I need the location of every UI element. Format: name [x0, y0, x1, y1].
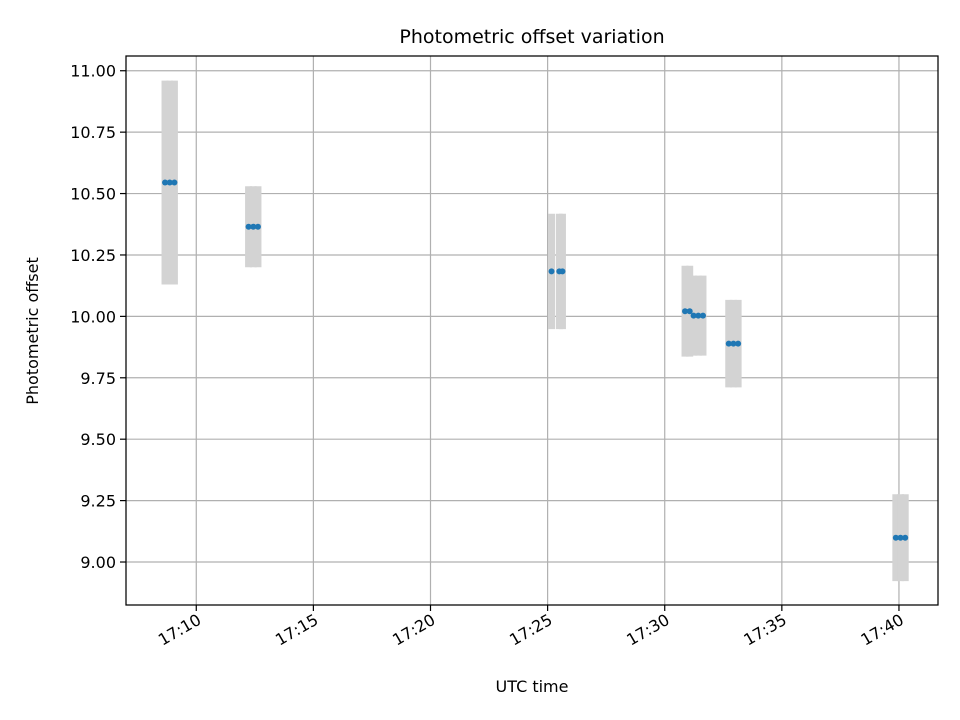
- plot-frame: [125, 55, 939, 606]
- y-tick-label: 9.25: [80, 492, 116, 511]
- data-point: [730, 340, 737, 347]
- data-point: [735, 340, 742, 347]
- data-point: [166, 179, 173, 186]
- data-point: [250, 223, 257, 230]
- data-point: [902, 534, 909, 541]
- axis-ticks: [120, 70, 900, 611]
- data-point: [686, 308, 693, 315]
- grid: [126, 56, 938, 605]
- y-axis-label: Photometric offset: [23, 257, 42, 405]
- y-tick-label: 9.00: [80, 553, 116, 572]
- x-axis-label: UTC time: [496, 677, 569, 696]
- y-tick-label: 10.50: [70, 185, 116, 204]
- data-point: [892, 534, 899, 541]
- data-point: [162, 179, 169, 186]
- data-point: [245, 223, 252, 230]
- y-tick-labels: 9.00 9.25 9.50 9.75 10.00 10.25 10.50 10.75 11.0…: [70, 62, 116, 572]
- plot-area: [126, 56, 938, 605]
- data-point: [695, 312, 702, 319]
- y-tick-label: 10.00: [70, 307, 116, 326]
- data-point: [897, 534, 904, 541]
- y-tick-label: 10.75: [70, 123, 116, 142]
- data-point: [559, 268, 566, 275]
- y-tick-label: 9.75: [80, 369, 116, 388]
- data-point: [171, 179, 178, 186]
- data-point: [699, 312, 706, 319]
- data-point: [548, 268, 555, 275]
- data-point: [254, 223, 261, 230]
- y-tick-label: 9.50: [80, 430, 116, 449]
- chart-title: Photometric offset variation: [399, 26, 664, 48]
- y-tick-label: 10.25: [70, 246, 116, 265]
- y-tick-label: 11.00: [70, 62, 116, 81]
- data-point: [690, 312, 697, 319]
- data-point: [682, 308, 689, 315]
- data-markers: [162, 179, 909, 541]
- data-point: [725, 340, 732, 347]
